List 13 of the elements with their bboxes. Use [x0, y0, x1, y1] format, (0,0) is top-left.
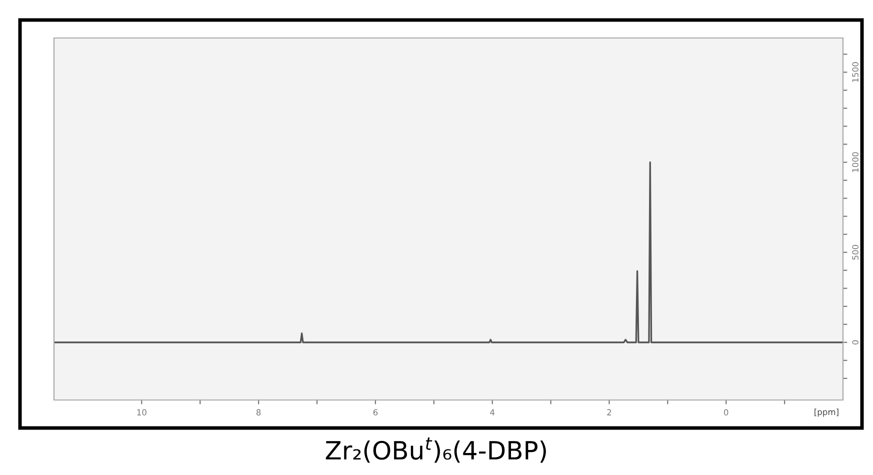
y-tick-label: 500	[852, 244, 858, 260]
x-tick-label: 4	[490, 409, 495, 416]
text: Zr₂(OBu$^{t}$)₆(4-DBP)	[326, 438, 546, 463]
x-tick-label: 6	[373, 409, 378, 416]
y-tick-label: 0	[852, 340, 858, 344]
x-tick-label: 8	[256, 409, 261, 416]
line-series	[54, 161, 843, 344]
x-tick-label: 0	[724, 409, 728, 416]
y-tick-label: 1500	[852, 62, 858, 82]
y-tick-label: 1000	[852, 152, 858, 172]
x-axis-title: [ppm]	[814, 408, 838, 417]
x-tick-label: 2	[607, 409, 612, 416]
x-tick-label: 10	[137, 409, 146, 416]
